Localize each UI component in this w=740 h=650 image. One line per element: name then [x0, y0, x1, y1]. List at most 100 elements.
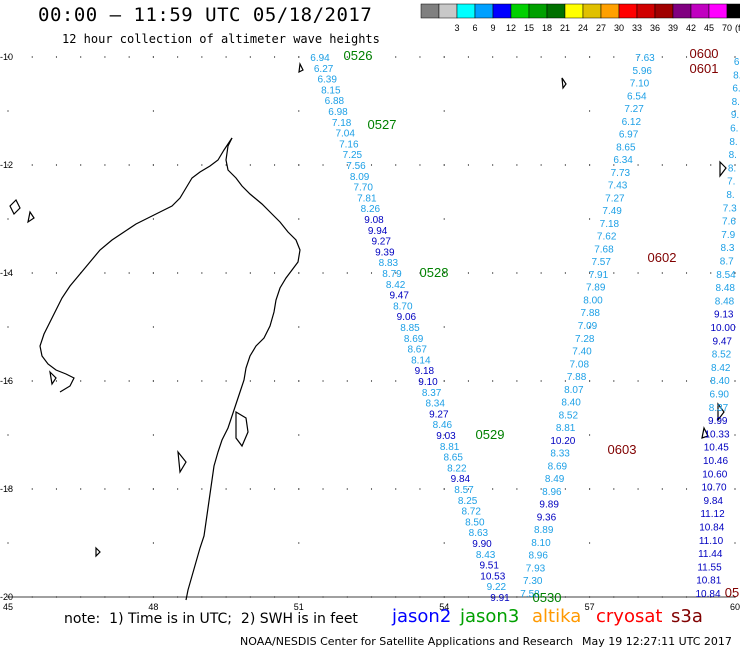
grid-dot [443, 326, 445, 328]
wave-height-value: 8.48 [716, 283, 736, 294]
grid-dot [201, 272, 203, 274]
color-bin [726, 3, 740, 19]
color-bin-label: 27 [596, 23, 606, 33]
grid-dot [613, 164, 615, 166]
grid-dot [346, 272, 348, 274]
grid-dot [177, 56, 179, 58]
wave-height-value: 10.46 [703, 456, 728, 467]
wave-height-value: 8.96 [528, 551, 548, 562]
wave-height-value: 9.84 [704, 496, 724, 507]
grid-dot [589, 380, 591, 382]
grid-dot [322, 164, 324, 166]
color-bin-label: 39 [668, 23, 678, 33]
grid-dot [395, 380, 397, 382]
grid-dot [443, 56, 445, 58]
grid-dot [443, 542, 445, 544]
grid-dot [104, 380, 106, 382]
latitude-label: -16 [0, 376, 13, 386]
grid-dot [613, 272, 615, 274]
color-bin-label: 6 [472, 23, 477, 33]
wave-height-value: 7.89 [586, 283, 606, 294]
wave-height-value: 7.40 [572, 347, 592, 358]
grid-dot [80, 488, 82, 490]
grid-dot [492, 488, 494, 490]
grid-dot [7, 56, 9, 58]
coastline-path [561, 77, 727, 178]
wave-height-value: 9.03 [436, 431, 456, 442]
wave-height-value: 8.3 [721, 243, 735, 254]
grid-dot [7, 272, 9, 274]
grid-dot [322, 56, 324, 58]
wave-height-value: 10.84 [695, 589, 720, 600]
wave-height-value: 9.51 [479, 561, 499, 572]
grid-dot [710, 380, 712, 382]
wave-height-value: 7.68 [594, 244, 614, 255]
grid-dot [467, 380, 470, 382]
wave-height-value: 8.33 [550, 449, 570, 460]
wave-height-value: 8.00 [583, 295, 603, 306]
wave-height-value: 8.79 [382, 269, 402, 280]
longitude-label: 45 [3, 602, 13, 612]
grid-dot [685, 380, 688, 382]
longitude-label: 60 [730, 602, 740, 612]
pass-time-label: 0528 [420, 265, 449, 280]
grid-dot [613, 380, 615, 382]
pass-time-label: 0601 [690, 61, 719, 76]
wave-height-value: 8.14 [411, 355, 431, 366]
wave-height-value: 7.43 [608, 181, 628, 192]
wave-height-value: 7.04 [335, 129, 355, 140]
longitude-label: 48 [148, 602, 158, 612]
grid-dot [637, 164, 639, 166]
wave-height-value: 7.88 [581, 308, 601, 319]
wave-height-value: 7.62 [597, 232, 617, 243]
grid-dot [516, 164, 518, 166]
grid-dot [152, 56, 154, 58]
grid-dot [734, 110, 736, 112]
grid-dot [637, 272, 639, 274]
grid-dot [661, 56, 663, 58]
wave-height-value: 7.73 [611, 168, 631, 179]
color-bin-label: 18 [542, 23, 552, 33]
grid-dot [152, 164, 154, 166]
track-3: 6. 8. 6. 8. 9. 6. 8. 8. 8. 7. 8. 7.3 7.6 7.9 8.3 8.7 8.5… [695, 57, 740, 600]
wave-height-value: 8.83 [379, 258, 399, 269]
grid-dot [710, 56, 712, 58]
wave-height-value: 6.98 [328, 107, 348, 118]
wave-height-value: 8.57 [454, 485, 474, 496]
wave-height-value: 8.40 [710, 376, 730, 387]
wave-height-value: 10.45 [704, 443, 729, 454]
wave-height-value: 10.53 [480, 571, 505, 582]
wave-height-value: 8.10 [531, 538, 551, 549]
wave-height-value: 10.70 [701, 483, 726, 494]
wave-height-value: 8.50 [465, 517, 485, 528]
grid-dot [298, 434, 300, 436]
grid-dot [370, 488, 373, 490]
wave-height-value: 8.81 [440, 442, 460, 453]
wave-height-value: 7.27 [605, 193, 625, 204]
grid-dot [589, 488, 591, 490]
latitude-label: -18 [0, 484, 13, 494]
axis-labels: 45 48 51 54 57 60 -10 -12 -14 -16 -18 -20 [0, 52, 740, 612]
wave-height-value: 8.81 [556, 423, 576, 434]
grid-dot [395, 56, 397, 58]
wave-height-value: 9.39 [375, 247, 395, 258]
grid-dot [734, 380, 736, 382]
grid-dot [55, 56, 58, 58]
grid-dot [7, 380, 9, 382]
grid-dot [298, 164, 300, 166]
pass-time-label: 0603 [608, 442, 637, 457]
wave-height-value: 7.09 [578, 321, 598, 332]
grid-dot [273, 272, 276, 274]
grid-dot [298, 542, 300, 544]
grid-dot [443, 110, 445, 112]
wave-height-value: 10.20 [550, 436, 575, 447]
wave-height-value: 9. [731, 110, 739, 121]
grid-dot [589, 110, 591, 112]
wave-height-value: 7.81 [357, 193, 377, 204]
map-title: 00:00 – 11:59 UTC 05/18/2017 [38, 4, 373, 26]
grid-dot [564, 272, 566, 274]
grid-dot [419, 272, 421, 274]
grid-dot [7, 434, 9, 436]
legend-s3a: s3a [671, 606, 703, 627]
grid-dot [152, 326, 154, 328]
